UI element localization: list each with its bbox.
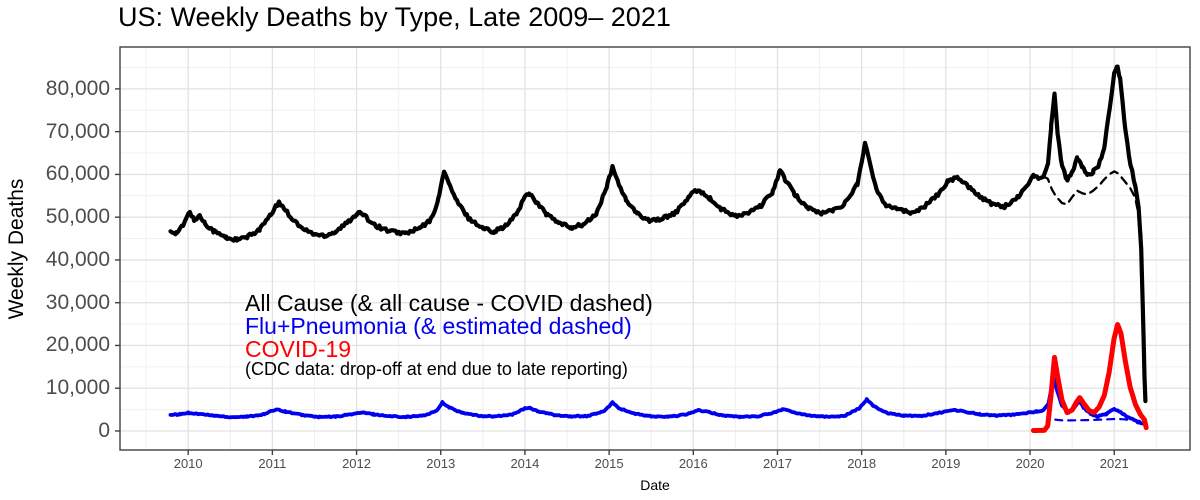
series-line-flu-pneumonia-estimated-dashed <box>1054 417 1146 425</box>
y-tick-label: 80,000 <box>45 76 110 100</box>
x-tick-label: 2011 <box>258 456 287 471</box>
legend-annotation-covid: COVID-19 <box>245 336 352 362</box>
page-title: US: Weekly Deaths by Type, Late 2009– 20… <box>118 2 671 32</box>
panel-border <box>119 46 1191 451</box>
x-tick-label: 2010 <box>173 456 203 471</box>
y-tick-label: 20,000 <box>45 333 110 357</box>
legend-annotation-all-cause: All Cause (& all cause - COVID dashed) <box>245 290 653 316</box>
y-tick-label: 30,000 <box>45 290 110 314</box>
cdc-note: (CDC data: drop-off at end due to late r… <box>245 359 628 379</box>
x-tick-label: 2014 <box>510 456 540 471</box>
x-tick-label: 2013 <box>426 456 456 471</box>
y-tick-label: 50,000 <box>45 205 110 229</box>
x-tick-label: 2012 <box>342 456 371 471</box>
series-line-all-cause-minus-covid-dashed <box>1042 170 1144 242</box>
series-line-flu-pneumonia <box>168 376 1148 427</box>
series-line-covid-19 <box>1030 322 1149 433</box>
x-tick-label: 2016 <box>678 456 708 471</box>
x-tick-label: 2021 <box>1099 456 1129 471</box>
y-tick-label: 10,000 <box>45 376 110 400</box>
x-tick-label: 2020 <box>1015 456 1045 471</box>
series-line-all-cause <box>168 64 1148 404</box>
x-axis-title: Date <box>640 477 670 493</box>
x-tick-label: 2015 <box>594 456 624 471</box>
y-tick-label: 60,000 <box>45 162 110 186</box>
x-tick-label: 2017 <box>763 456 792 471</box>
legend-annotation-flu-pneumonia: Flu+Pneumonia (& estimated dashed) <box>245 313 632 339</box>
panel-background <box>120 47 1190 450</box>
y-tick-label: 70,000 <box>45 119 110 143</box>
x-tick-label: 2019 <box>931 456 961 471</box>
y-tick-label: 40,000 <box>45 247 110 271</box>
x-tick-label: 2018 <box>847 456 877 471</box>
y-tick-label: 0 <box>98 418 110 442</box>
